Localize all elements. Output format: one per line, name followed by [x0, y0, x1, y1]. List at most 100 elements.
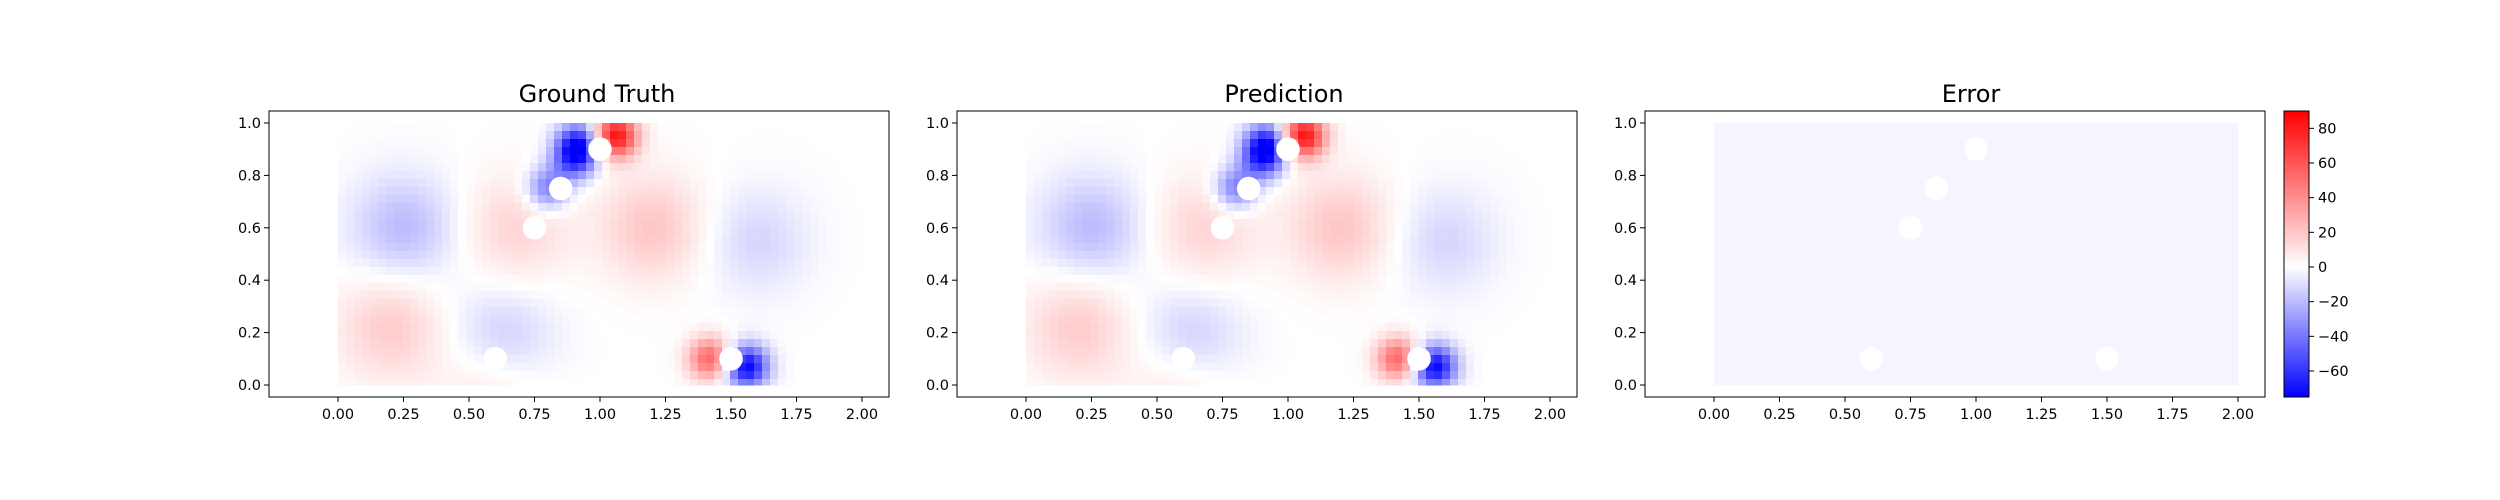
field-cell — [1234, 163, 1243, 172]
field-cell — [1114, 227, 1123, 236]
field-cell — [1770, 371, 1779, 380]
field-cell — [1218, 347, 1227, 356]
field-cell — [1506, 219, 1515, 228]
field-cell — [1170, 235, 1179, 244]
field-cell — [1786, 235, 1795, 244]
field-cell — [1066, 371, 1075, 380]
field-cell — [706, 371, 715, 380]
field-cell — [850, 299, 859, 308]
field-cell — [762, 259, 771, 268]
field-cell — [1154, 195, 1163, 204]
field-cell — [546, 315, 555, 324]
field-cell — [506, 259, 515, 268]
field-cell — [1162, 291, 1171, 300]
field-cell — [1738, 155, 1747, 164]
field-cell — [1778, 315, 1787, 324]
field-cell — [1186, 163, 1195, 172]
field-cell — [1114, 251, 1123, 260]
field-cell — [1346, 171, 1355, 180]
field-cell — [1290, 219, 1299, 228]
field-cell — [1722, 195, 1731, 204]
field-cell — [418, 315, 427, 324]
field-cell — [642, 379, 651, 386]
field-cell — [1258, 179, 1267, 188]
field-cell — [674, 267, 683, 276]
field-cell — [1730, 211, 1739, 220]
field-cell — [1370, 363, 1379, 372]
field-cell — [802, 171, 811, 180]
field-cell — [1234, 147, 1243, 156]
field-cell — [1770, 243, 1779, 252]
field-cell — [698, 315, 707, 324]
field-cell — [554, 379, 563, 386]
field-cell — [1042, 259, 1051, 268]
field-cell — [530, 243, 539, 252]
field-cell — [386, 315, 395, 324]
field-cell — [770, 163, 779, 172]
field-cell — [690, 227, 699, 236]
field-cell — [474, 195, 483, 204]
field-cell — [810, 275, 819, 284]
field-cell — [1250, 299, 1259, 308]
field-cell — [818, 267, 827, 276]
field-cell — [1106, 155, 1115, 164]
field-cell — [1770, 339, 1779, 348]
field-cell — [1354, 267, 1363, 276]
field-cell — [818, 195, 827, 204]
field-cell — [1066, 219, 1075, 228]
field-cell — [1346, 147, 1355, 156]
field-cell — [1346, 307, 1355, 316]
field-cell — [1466, 203, 1475, 212]
field-cell — [1410, 307, 1419, 316]
field-cell — [698, 195, 707, 204]
field-cell — [1210, 331, 1219, 340]
field-cell — [826, 339, 835, 348]
field-cell — [1346, 283, 1355, 292]
field-cell — [554, 291, 563, 300]
field-cell — [546, 123, 555, 132]
field-cell — [410, 371, 419, 380]
field-cell — [362, 371, 371, 380]
field-cell — [610, 187, 619, 196]
field-cell — [1818, 267, 1827, 276]
field-cell — [586, 307, 595, 316]
field-cell — [1090, 243, 1099, 252]
obstacle-circle — [522, 216, 547, 240]
field-cell — [1138, 323, 1147, 332]
field-cell — [1210, 315, 1219, 324]
field-cell — [554, 331, 563, 340]
field-cell — [1442, 251, 1451, 260]
field-cell — [362, 195, 371, 204]
field-cell — [1258, 299, 1267, 308]
field-cell — [674, 203, 683, 212]
field-cell — [674, 307, 683, 316]
field-cell — [594, 299, 603, 308]
field-cell — [698, 267, 707, 276]
field-cell — [1258, 267, 1267, 276]
field-cell — [1298, 195, 1307, 204]
field-cell — [810, 315, 819, 324]
field-cell — [474, 259, 483, 268]
field-cell — [714, 195, 723, 204]
field-cell — [706, 203, 715, 212]
field-cell — [738, 291, 747, 300]
field-cell — [1106, 275, 1115, 284]
field-cell — [450, 323, 459, 332]
field-cell — [354, 283, 363, 292]
field-cell — [810, 203, 819, 212]
field-cell — [714, 211, 723, 220]
field-cell — [1202, 235, 1211, 244]
field-cell — [1762, 339, 1771, 348]
field-cell — [1306, 211, 1315, 220]
field-cell — [1434, 251, 1443, 260]
field-cell — [794, 331, 803, 340]
field-cell — [394, 147, 403, 156]
field-cell — [1034, 371, 1043, 380]
field-cell — [554, 315, 563, 324]
field-cell — [418, 123, 427, 132]
field-cell — [810, 155, 819, 164]
field-cell — [1162, 131, 1171, 140]
field-cell — [370, 339, 379, 348]
field-cell — [1514, 299, 1523, 308]
field-cell — [522, 315, 531, 324]
